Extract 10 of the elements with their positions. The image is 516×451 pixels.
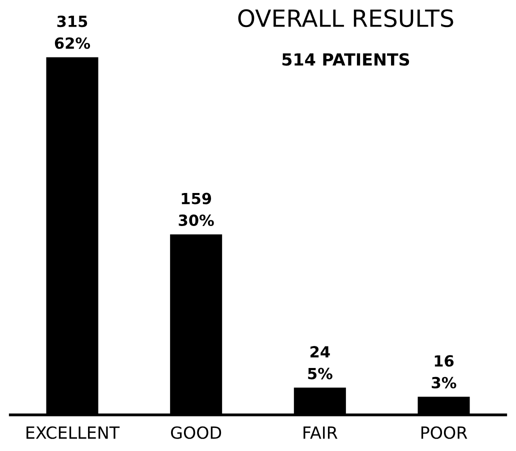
x-tick-label: GOOD [171, 426, 222, 439]
chart-subtitle: 514 PATIENTS [282, 53, 410, 66]
data-label: 159 30% [178, 192, 214, 226]
data-label: 24 5% [308, 346, 332, 380]
x-tick-label: FAIR [304, 426, 338, 439]
data-label: 315 62% [54, 16, 90, 49]
x-tick-label: POOR [421, 426, 468, 439]
data-label: 16 3% [432, 355, 456, 388]
x-tick-label: EXCELLENT [26, 426, 120, 439]
chart-title: OVERALL RESULTS [238, 9, 454, 28]
